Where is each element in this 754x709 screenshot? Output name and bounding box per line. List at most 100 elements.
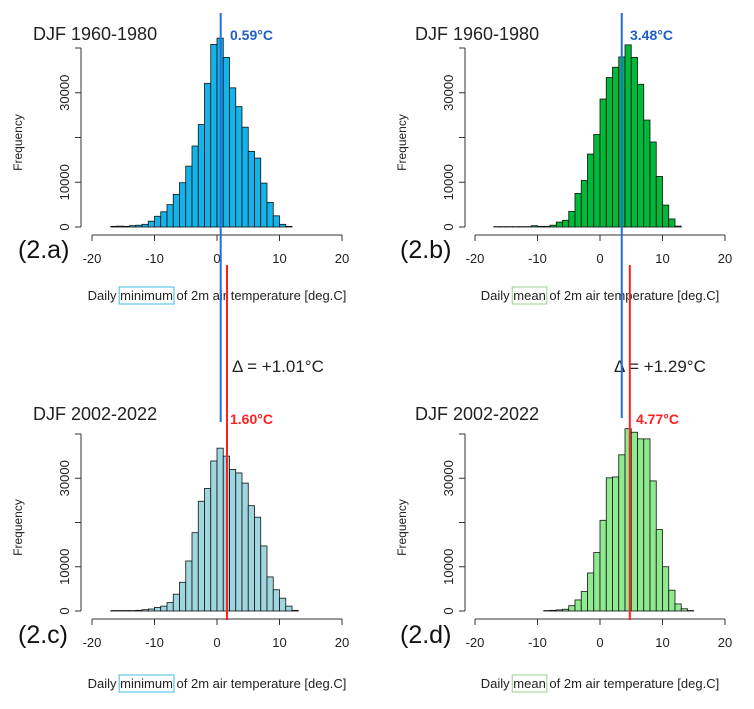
- histogram-bar: [197, 500, 205, 612]
- histogram-bar: [593, 552, 601, 612]
- mean-value-label: 1.60°C: [230, 411, 273, 427]
- x-tick-label: -20: [466, 635, 485, 650]
- histogram-bar: [562, 608, 570, 612]
- x-tick-label: 10: [272, 635, 286, 650]
- x-axis-label-part: of 2m air temperature [deg.C]: [546, 676, 719, 691]
- y-axis-label: Frequency: [11, 499, 25, 556]
- histogram-bar: [285, 225, 293, 228]
- histogram-bar: [154, 215, 162, 228]
- histogram-bar: [172, 193, 180, 228]
- histogram-bar: [291, 609, 299, 612]
- x-axis-label-highlight: minimum: [120, 288, 173, 303]
- x-tick-label: 0: [596, 251, 603, 266]
- histogram-bar: [605, 77, 613, 228]
- histogram-bar: [229, 468, 237, 612]
- histogram-bar: [185, 165, 193, 228]
- x-axis-label-part: of 2m air temperature [deg.C]: [546, 288, 719, 303]
- histogram-bar: [254, 157, 262, 228]
- x-tick-label: 0: [596, 635, 603, 650]
- histogram-bar: [210, 44, 218, 228]
- x-tick-label: -20: [466, 251, 485, 266]
- histogram-bar: [279, 597, 287, 612]
- histogram-bar: [110, 225, 118, 228]
- histogram-bar: [222, 56, 230, 228]
- histogram-bar: [612, 66, 620, 228]
- histogram-bar: [147, 608, 155, 612]
- histogram-bar: [674, 603, 682, 612]
- x-tick-label: 10: [272, 251, 286, 266]
- x-tick-label: -10: [145, 251, 164, 266]
- histogram-bar: [160, 211, 168, 228]
- histogram-bar: [141, 609, 149, 612]
- histogram-bar: [530, 225, 538, 228]
- y-tick-label: 0: [441, 223, 456, 230]
- x-axis-label: Daily minimum of 2m air temperature [deg…: [88, 676, 347, 691]
- histogram-panel-2a: 0 10000 30000 Frequency -20 -10 0 10 20 DJF 1960-…: [11, 24, 349, 305]
- x-axis-label-part: Daily: [481, 676, 514, 691]
- x-axis-label-part: of 2m air temperature [deg.C]: [173, 288, 346, 303]
- y-tick-label: 10000: [57, 549, 72, 585]
- panel-title: DJF 1960-1980: [33, 24, 157, 44]
- histogram-bar: [235, 106, 243, 228]
- y-tick-label: 30000: [57, 460, 72, 496]
- histogram-bar: [247, 505, 255, 612]
- y-tick-label: 0: [441, 607, 456, 614]
- histogram-bar: [599, 519, 607, 612]
- x-axis-label-part: Daily: [88, 676, 121, 691]
- histogram-bar: [147, 220, 155, 228]
- histogram-bar: [599, 98, 607, 228]
- histogram-bar: [668, 589, 676, 612]
- x-tick-label: -20: [83, 635, 102, 650]
- histogram-bar: [266, 576, 274, 612]
- histogram-bar: [649, 141, 657, 228]
- histogram-panel-2c: 0 10000 30000 Frequency -20 -10 0 10 20 DJF 2002-…: [11, 404, 349, 693]
- x-tick-label: -10: [528, 635, 547, 650]
- histogram-bar: [191, 532, 199, 612]
- histogram-bar: [241, 126, 249, 228]
- y-tick-label: 30000: [57, 75, 72, 111]
- histogram-bar: [166, 204, 174, 228]
- histogram-bar: [587, 153, 595, 228]
- histogram-bar: [630, 56, 638, 228]
- histogram-bar: [285, 605, 293, 612]
- histogram-bar: [204, 82, 212, 228]
- x-tick-label: -20: [83, 251, 102, 266]
- histogram-bar: [235, 472, 243, 612]
- x-axis-label: Daily mean of 2m air temperature [deg.C]: [481, 676, 719, 691]
- delta-min-annotation: Δ = +1.01°C: [232, 357, 324, 376]
- y-axis-label: Frequency: [395, 114, 409, 171]
- y-tick-label: 10000: [441, 164, 456, 200]
- histogram-bar: [543, 225, 551, 228]
- histogram-bar: [624, 44, 632, 228]
- x-axis-label-highlight: mean: [513, 676, 546, 691]
- histogram-bar: [179, 182, 187, 228]
- histogram-bar: [555, 609, 563, 612]
- histogram-bar: [279, 223, 287, 228]
- histogram-bar: [549, 609, 557, 612]
- x-axis-label: Daily mean of 2m air temperature [deg.C]: [481, 288, 719, 303]
- x-axis-label-highlight-box: [511, 286, 548, 305]
- y-tick-label: 10000: [57, 164, 72, 200]
- histogram-bar: [637, 83, 645, 228]
- histogram-bar: [210, 460, 218, 612]
- histogram-bar: [612, 476, 620, 612]
- panel-title: DJF 2002-2022: [33, 404, 157, 424]
- histogram-bar: [216, 447, 224, 612]
- x-axis-label: Daily minimum of 2m air temperature [deg…: [88, 288, 347, 303]
- histogram-bar: [141, 223, 149, 228]
- histogram-bar: [674, 225, 682, 228]
- histogram-bar: [229, 87, 237, 228]
- histogram-bar: [605, 477, 613, 612]
- mean-value-label: 3.48°C: [630, 27, 673, 43]
- histogram-bar: [574, 599, 582, 612]
- histogram-bar: [172, 593, 180, 612]
- panel-label: (2.b): [400, 236, 451, 264]
- histogram-bar: [537, 225, 545, 228]
- histogram-bar: [135, 609, 143, 612]
- panel-label: (2.c): [18, 621, 68, 649]
- histogram-bar: [555, 221, 563, 228]
- panel-title: DJF 1960-1980: [415, 24, 539, 44]
- histogram-bar: [655, 529, 663, 612]
- histogram-bar: [593, 133, 601, 228]
- histogram-bar: [179, 581, 187, 612]
